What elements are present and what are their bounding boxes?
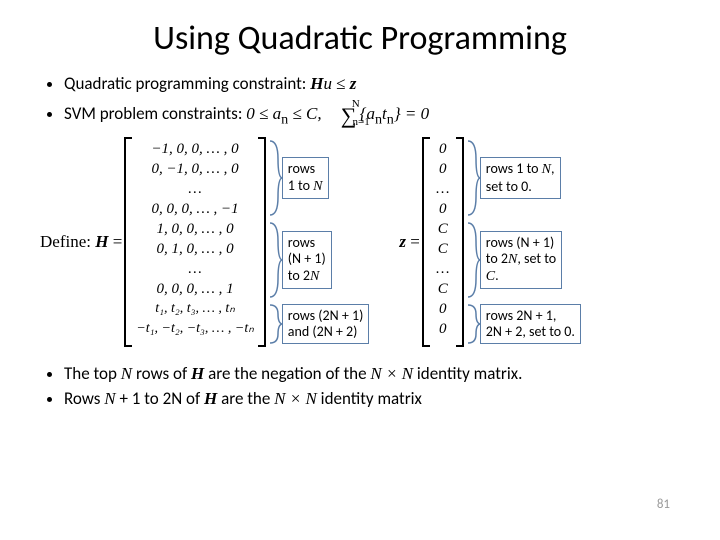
bottom-bullet-1: The top N rows of H are the negation of …	[64, 363, 680, 384]
H-row: 0, 0, 0, … , −1	[136, 199, 253, 219]
slide-title: Using Quadratic Programming	[40, 18, 680, 59]
brace-icon	[466, 139, 480, 217]
define-z-label: z =	[399, 232, 419, 252]
define-H-label: Define: H =	[40, 232, 122, 252]
z-row: 0	[434, 299, 452, 319]
annot-line: rows 1 to N,	[486, 161, 555, 178]
annot-line: rows	[288, 161, 323, 177]
bullet-svm: SVM problem constraints: 0 ≤ an ≤ C, ∑n=…	[64, 98, 680, 129]
z-annot-3: rows 2N + 1, 2N + 2, set to 0.	[480, 304, 581, 344]
H-row: 0, 0, 0, … , 1	[136, 279, 253, 299]
H-row: 0, 1, 0, … , 0	[136, 239, 253, 259]
matrix-definitions: Define: H = −1, 0, 0, … , 0 0, −1, 0, … …	[40, 137, 680, 347]
H-row: …	[136, 259, 253, 279]
svm-math1: 0 ≤ an ≤ C,	[246, 104, 321, 123]
brace-icon	[268, 303, 282, 345]
H-row: −t₁, −t₂, −t₃, … , −tₙ	[136, 319, 253, 339]
qp-label: Quadratic programming constraint:	[64, 73, 306, 94]
annot-line: to 2N	[288, 268, 326, 285]
z-annot-1: rows 1 to N, set to 0.	[480, 157, 561, 198]
bullet-qp: Quadratic programming constraint: Hu ≤ z	[64, 73, 680, 94]
z-row: …	[434, 259, 452, 279]
z-row: C	[434, 279, 452, 299]
svm-label: SVM problem constraints:	[64, 103, 242, 124]
top-bullets: Quadratic programming constraint: Hu ≤ z…	[40, 73, 680, 129]
z-row: …	[434, 179, 452, 199]
brace-icon	[466, 221, 480, 299]
z-row: 0	[434, 159, 452, 179]
brace-icon	[268, 139, 282, 217]
z-vector: 0 0 … 0 C C … C 0 0	[422, 137, 464, 347]
annot-line: (N + 1)	[288, 251, 326, 267]
H-annot-3: rows (2N + 1) and (2N + 2)	[282, 304, 370, 344]
annot-line: rows (N + 1)	[486, 235, 556, 251]
annot-line: to 2N, set to	[486, 251, 556, 268]
H-row: t₁, t₂, t₃, … , tₙ	[136, 299, 253, 319]
z-row: 0	[434, 319, 452, 339]
bracket-left-icon	[422, 137, 430, 347]
svm-math2: ∑n=1N{antn} = 0	[341, 104, 429, 123]
annot-line: set to 0.	[486, 179, 555, 195]
bottom-bullet-2: Rows N + 1 to 2N of H are the N × N iden…	[64, 388, 680, 409]
bracket-right-icon	[456, 137, 464, 347]
H-row: …	[136, 179, 253, 199]
annot-line: rows (2N + 1)	[288, 308, 364, 324]
z-braces: rows 1 to N, set to 0. rows (N + 1) to 2…	[466, 137, 581, 347]
qp-math: Hu ≤ z	[310, 74, 356, 93]
bracket-right-icon	[258, 137, 266, 347]
annot-line: 1 to N	[288, 178, 323, 195]
H-row: 1, 0, 0, … , 0	[136, 219, 253, 239]
annot-line: rows	[288, 235, 326, 251]
brace-icon	[466, 303, 480, 345]
z-row: 0	[434, 199, 452, 219]
z-row: C	[434, 219, 452, 239]
H-body: −1, 0, 0, … , 0 0, −1, 0, … , 0 … 0, 0, …	[132, 137, 257, 347]
H-matrix: −1, 0, 0, … , 0 0, −1, 0, … , 0 … 0, 0, …	[124, 137, 265, 347]
annot-line: and (2N + 2)	[288, 324, 364, 340]
z-annot-2: rows (N + 1) to 2N, set to C.	[480, 231, 562, 289]
H-braces: rows 1 to N rows (N + 1) to 2N rows (2N …	[268, 137, 370, 347]
annot-line: rows 2N + 1,	[486, 308, 575, 324]
slide: Using Quadratic Programming Quadratic pr…	[0, 0, 720, 540]
page-number: 81	[657, 497, 670, 512]
z-row: C	[434, 239, 452, 259]
H-row: −1, 0, 0, … , 0	[136, 139, 253, 159]
H-row: 0, −1, 0, … , 0	[136, 159, 253, 179]
H-annot-1: rows 1 to N	[282, 157, 329, 198]
bracket-left-icon	[124, 137, 132, 347]
brace-icon	[268, 221, 282, 299]
annot-line: 2N + 2, set to 0.	[486, 324, 575, 340]
H-annot-2: rows (N + 1) to 2N	[282, 231, 332, 288]
bottom-bullets: The top N rows of H are the negation of …	[40, 363, 680, 409]
annot-line: C.	[486, 268, 556, 285]
z-row: 0	[434, 139, 452, 159]
z-body: 0 0 … 0 C C … C 0 0	[430, 137, 456, 347]
